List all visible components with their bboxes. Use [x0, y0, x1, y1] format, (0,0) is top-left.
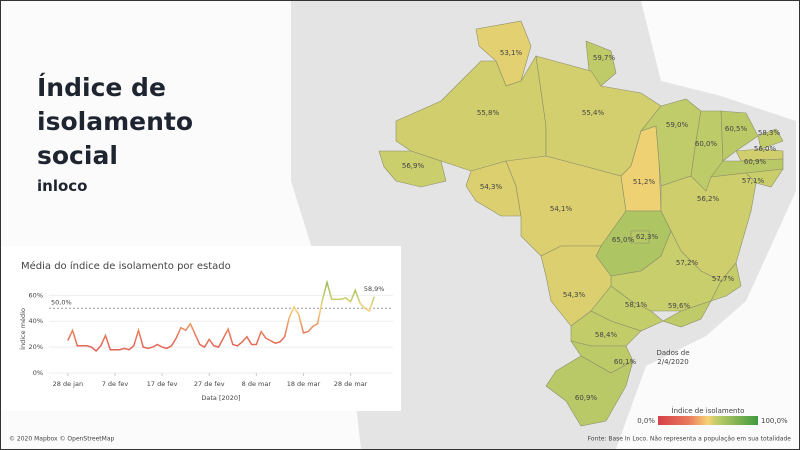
value-label: 58,9% — [364, 285, 385, 293]
header: Índice de isolamento social inloco — [37, 71, 277, 195]
state — [662, 300, 712, 328]
x-tick-label: 28 de jan — [53, 380, 83, 388]
map: 53,1% 59,7% 55,8% 56,9% 55,4% 54,3% 54,1% 51,2%… — [9, 20, 792, 443]
date-note: Dados de — [656, 349, 689, 357]
state-label: 54,3% — [480, 183, 503, 191]
state-label: 51,2% — [633, 178, 656, 186]
x-tick-label: 27 de fev — [194, 380, 225, 388]
state — [735, 148, 784, 162]
state-label: 56,0% — [754, 145, 777, 153]
state-label: 60,5% — [725, 125, 748, 133]
x-tick-label: 18 de mar — [287, 380, 321, 388]
state-label: 57,2% — [676, 259, 699, 267]
attribution: © 2020 Mapbox © OpenStreetMap — [9, 436, 115, 443]
x-axis-label: Data [2020] — [201, 394, 240, 402]
x-tick-label: 17 de fev — [147, 380, 178, 388]
line — [67, 279, 375, 353]
state-label: 59,6% — [668, 302, 691, 310]
state-label: 59,0% — [666, 121, 689, 129]
state-label: 56,2% — [697, 195, 720, 203]
state-label: 54,1% — [550, 205, 573, 213]
y-tick-label: 20% — [29, 343, 43, 351]
title: Índice de isolamento social — [37, 73, 193, 170]
state-label: 55,8% — [477, 109, 500, 117]
x-tick-label: 8 de mar — [242, 380, 272, 388]
state-label: 53,1% — [500, 49, 523, 57]
y-axis-label: Índice médio — [18, 308, 27, 350]
state — [720, 110, 759, 162]
reference-label: 50,0% — [51, 298, 72, 306]
state — [710, 262, 742, 302]
date-note: 2/4/2020 — [657, 358, 688, 366]
y-tick-label: 40% — [29, 317, 43, 325]
state — [378, 150, 447, 188]
state-label: 54,3% — [563, 291, 586, 299]
state-label: 60,0% — [695, 140, 718, 148]
y-tick-label: 60% — [29, 291, 43, 299]
x-tick-label: 7 de fev — [102, 380, 129, 388]
state-label: 58,4% — [595, 331, 618, 339]
source: Fonte: Base In Loco. Não representa a po… — [588, 436, 792, 443]
state-label: 55,4% — [582, 109, 605, 117]
x-tick-label: 28 de mar — [334, 380, 368, 388]
subtitle: inloco — [37, 177, 88, 195]
state — [630, 230, 650, 244]
state-label: 57,7% — [712, 275, 735, 283]
state-label: 58,1% — [625, 301, 648, 309]
legend-max: 100,0% — [761, 417, 788, 425]
state-label: 57,1% — [742, 177, 765, 185]
state — [545, 355, 634, 427]
chart-title: Média do índice de isolamento por estado — [21, 260, 231, 272]
state-label: 56,9% — [402, 162, 425, 170]
y-tick-label: 0% — [33, 369, 43, 377]
state — [757, 128, 784, 150]
line-chart: Média do índice de isolamento por estado… — [18, 260, 393, 402]
legend-bar — [658, 416, 758, 425]
state-label: 60,9% — [575, 394, 598, 402]
chart-panel — [1, 246, 401, 411]
state-label: 59,7% — [593, 54, 616, 62]
state-label: 60,1% — [614, 358, 637, 366]
legend-title: Índice de isolamento — [672, 406, 745, 415]
legend-min: 0,0% — [637, 417, 655, 425]
state-label: 60,9% — [744, 158, 767, 166]
state-label: 65,0% — [612, 236, 635, 244]
state-label: 62,3% — [636, 233, 659, 241]
state-label: 58,3% — [758, 129, 781, 137]
